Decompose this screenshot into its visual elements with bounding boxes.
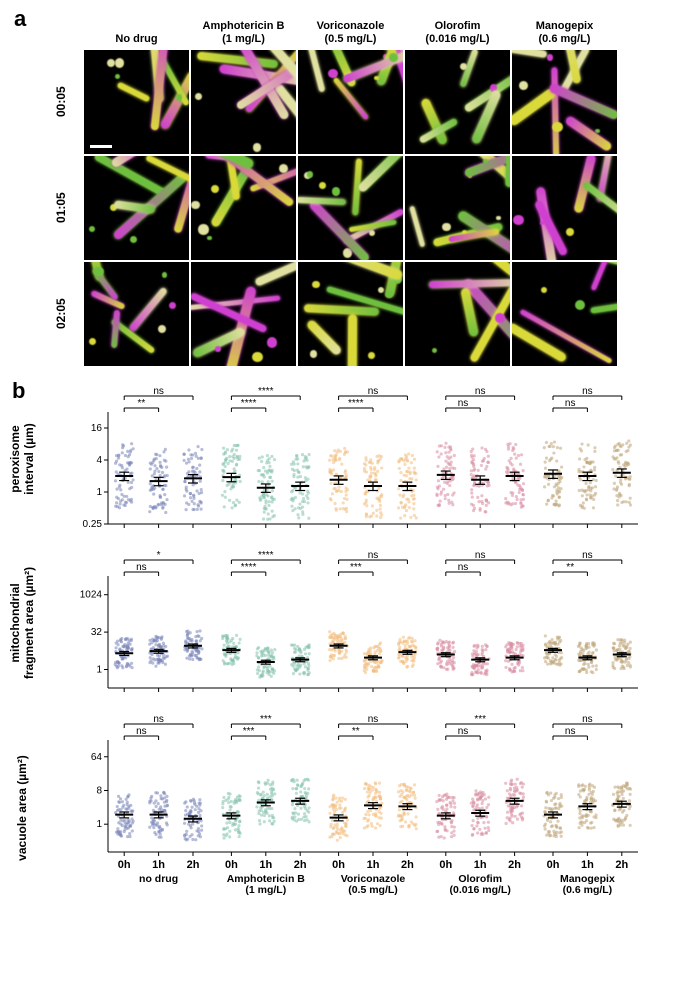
column-header: No drug: [84, 10, 189, 48]
y-axis-label: vacuole area (µm²): [15, 738, 29, 878]
micrograph-cell: [405, 262, 510, 366]
scatter-plot: vacuole area (µm²)18640h1h2hnsnsno drug0…: [78, 712, 643, 904]
micrograph-cell: [84, 50, 189, 154]
svg-text:*: *: [157, 550, 161, 561]
svg-text:1h: 1h: [152, 859, 165, 871]
micrograph-cell: [512, 50, 617, 154]
panel-a: a No drugAmphotericin B(1 mg/L)Voriconaz…: [40, 10, 677, 366]
svg-text:0.25: 0.25: [83, 519, 103, 530]
svg-text:0h: 0h: [332, 859, 345, 871]
svg-text:***: ***: [350, 562, 362, 573]
scatter-plot: mitochondrialfragment area (µm²)1321024n…: [78, 548, 643, 698]
scatter-plot: peroxisomeinterval (µm)0.251416**ns*****…: [78, 384, 643, 534]
svg-text:ns: ns: [153, 386, 164, 397]
svg-text:ns: ns: [368, 550, 379, 561]
svg-text:ns: ns: [458, 562, 469, 573]
svg-text:2h: 2h: [187, 859, 200, 871]
micrograph-cell: [512, 262, 617, 366]
svg-text:ns: ns: [582, 550, 593, 561]
column-header: Manogepix(0.6 mg/L): [512, 10, 617, 48]
micrograph-cell: [298, 156, 403, 260]
svg-text:***: ***: [243, 726, 255, 737]
svg-text:1h: 1h: [367, 859, 380, 871]
svg-text:ns: ns: [565, 398, 576, 409]
svg-text:****: ****: [241, 562, 257, 573]
svg-text:4: 4: [96, 455, 102, 466]
svg-text:****: ****: [241, 398, 257, 409]
svg-text:ns: ns: [458, 726, 469, 737]
micrograph-cell: [512, 156, 617, 260]
svg-text:(1 mg/L): (1 mg/L): [245, 884, 286, 896]
svg-text:2h: 2h: [294, 859, 307, 871]
y-axis-label: peroxisomeinterval (µm): [8, 389, 36, 529]
svg-text:ns: ns: [582, 386, 593, 397]
svg-text:64: 64: [91, 752, 103, 763]
svg-text:0h: 0h: [118, 859, 131, 871]
svg-text:0h: 0h: [547, 859, 560, 871]
svg-text:1: 1: [96, 819, 102, 830]
column-header: Voriconazole(0.5 mg/L): [298, 10, 403, 48]
svg-text:1024: 1024: [80, 590, 103, 601]
svg-text:****: ****: [258, 386, 274, 397]
svg-text:0h: 0h: [225, 859, 238, 871]
svg-text:1h: 1h: [259, 859, 272, 871]
svg-text:**: **: [138, 398, 146, 409]
svg-text:***: ***: [260, 714, 272, 725]
svg-text:1: 1: [96, 487, 102, 498]
svg-text:ns: ns: [582, 714, 593, 725]
micrograph-cell: [405, 50, 510, 154]
svg-text:2h: 2h: [615, 859, 628, 871]
row-header: 02:05: [40, 262, 82, 366]
row-header: 01:05: [40, 156, 82, 260]
panel-b: b peroxisomeinterval (µm)0.251416**ns***…: [10, 384, 677, 904]
micrograph-cell: [191, 50, 296, 154]
column-header: Olorofim(0.016 mg/L): [405, 10, 510, 48]
svg-text:2h: 2h: [401, 859, 414, 871]
svg-text:(0.6 mg/L): (0.6 mg/L): [563, 884, 613, 896]
svg-text:ns: ns: [136, 726, 147, 737]
row-header: 00:05: [40, 50, 82, 154]
y-axis-label: mitochondrialfragment area (µm²): [8, 553, 36, 693]
svg-text:ns: ns: [458, 398, 469, 409]
scale-bar: [90, 145, 112, 148]
micrograph-cell: [84, 262, 189, 366]
svg-text:ns: ns: [368, 386, 379, 397]
scatter-plots: peroxisomeinterval (µm)0.251416**ns*****…: [10, 384, 677, 904]
micrograph-cell: [298, 262, 403, 366]
svg-text:2h: 2h: [508, 859, 521, 871]
svg-text:ns: ns: [475, 550, 486, 561]
svg-text:no drug: no drug: [139, 873, 178, 885]
micrograph-grid: No drugAmphotericin B(1 mg/L)Voriconazol…: [40, 10, 677, 366]
svg-text:ns: ns: [136, 562, 147, 573]
column-header: Amphotericin B(1 mg/L): [191, 10, 296, 48]
svg-text:****: ****: [258, 550, 274, 561]
micrograph-cell: [84, 156, 189, 260]
panel-a-label: a: [14, 6, 26, 32]
svg-text:32: 32: [91, 627, 103, 638]
svg-text:**: **: [566, 562, 574, 573]
svg-text:1h: 1h: [474, 859, 487, 871]
svg-text:16: 16: [91, 423, 103, 434]
svg-text:ns: ns: [368, 714, 379, 725]
svg-text:0h: 0h: [439, 859, 452, 871]
svg-text:ns: ns: [475, 386, 486, 397]
svg-text:1: 1: [96, 664, 102, 675]
svg-text:ns: ns: [565, 726, 576, 737]
micrograph-cell: [405, 156, 510, 260]
svg-text:ns: ns: [153, 714, 164, 725]
micrograph-cell: [191, 156, 296, 260]
micrograph-cell: [191, 262, 296, 366]
svg-text:***: ***: [474, 714, 486, 725]
svg-text:**: **: [352, 726, 360, 737]
svg-text:****: ****: [348, 398, 364, 409]
svg-text:(0.016 mg/L): (0.016 mg/L): [450, 884, 511, 896]
micrograph-cell: [298, 50, 403, 154]
svg-text:(0.5 mg/L): (0.5 mg/L): [348, 884, 398, 896]
svg-text:8: 8: [96, 785, 102, 796]
svg-text:1h: 1h: [581, 859, 594, 871]
